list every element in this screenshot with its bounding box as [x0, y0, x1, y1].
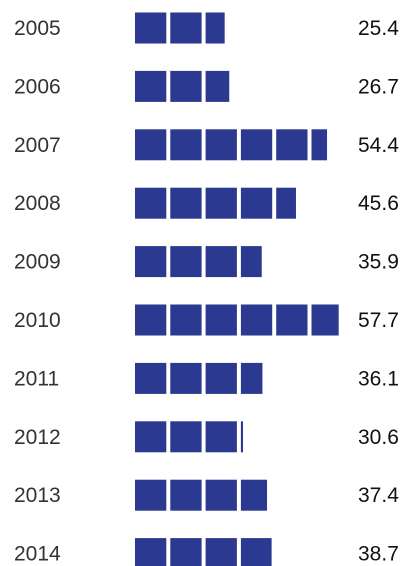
bar-block	[205, 421, 237, 453]
year-label: 2005	[14, 17, 61, 40]
bar-block-partial	[240, 421, 244, 453]
value-label: 37.4	[358, 484, 399, 507]
bar-block	[240, 129, 273, 161]
bar-block	[170, 12, 202, 44]
bar-block	[135, 304, 167, 336]
bar-block	[135, 129, 167, 161]
bar-block-partial	[311, 129, 328, 161]
bar-block	[135, 421, 167, 453]
bar-block	[205, 246, 237, 278]
bar-block	[276, 304, 308, 336]
bar-block	[205, 538, 237, 566]
bar-block	[170, 304, 202, 336]
bar-block	[170, 187, 202, 219]
year-label: 2006	[14, 75, 61, 98]
value-label: 57.7	[358, 309, 399, 332]
year-label: 2007	[14, 134, 61, 157]
bar-block	[205, 362, 237, 394]
bar-block	[205, 479, 237, 511]
value-label: 36.1	[358, 367, 399, 390]
chart-rows: 2005 25.4 2006 26.7 2007 54.4 2008 45.6 2009 35.9…	[14, 12, 399, 566]
value-label: 38.7	[358, 543, 399, 566]
bar-block	[276, 129, 308, 161]
bar-block	[205, 304, 237, 336]
bar-block	[135, 187, 167, 219]
year-label: 2010	[14, 309, 61, 332]
bar-block-partial	[205, 70, 230, 102]
bar-block	[135, 246, 167, 278]
bar-block	[170, 70, 202, 102]
year-label: 2008	[14, 192, 61, 215]
bar-block	[135, 12, 167, 44]
year-label: 2013	[14, 484, 61, 507]
value-label: 45.6	[358, 192, 399, 215]
bar-block	[170, 362, 202, 394]
bar-block	[240, 304, 273, 336]
bar-block	[205, 187, 237, 219]
bar-block	[170, 479, 202, 511]
value-label: 26.7	[358, 75, 399, 98]
bar-block	[170, 129, 202, 161]
bar-block	[205, 129, 237, 161]
bar-block-partial	[240, 362, 263, 394]
bar-block-partial	[276, 187, 296, 219]
value-label: 54.4	[358, 134, 399, 157]
value-label: 35.9	[358, 251, 399, 274]
bar-block-partial	[240, 246, 262, 278]
bar-block	[135, 538, 167, 566]
bar-block-partial	[205, 12, 225, 44]
bar-block	[170, 421, 202, 453]
year-label: 2012	[14, 426, 61, 449]
bar-block-partial	[240, 479, 268, 511]
bar-block-partial	[311, 304, 339, 336]
bar-block-partial	[240, 538, 272, 566]
year-label: 2009	[14, 251, 61, 274]
bar-block	[170, 538, 202, 566]
bar-block	[135, 479, 167, 511]
year-label: 2014	[14, 543, 61, 566]
bar-block	[240, 187, 273, 219]
bar-block	[135, 362, 167, 394]
bar-block	[170, 246, 202, 278]
bar-block	[135, 70, 167, 102]
value-label: 25.4	[358, 17, 399, 40]
year-label: 2011	[14, 367, 59, 390]
value-label: 30.6	[358, 426, 399, 449]
